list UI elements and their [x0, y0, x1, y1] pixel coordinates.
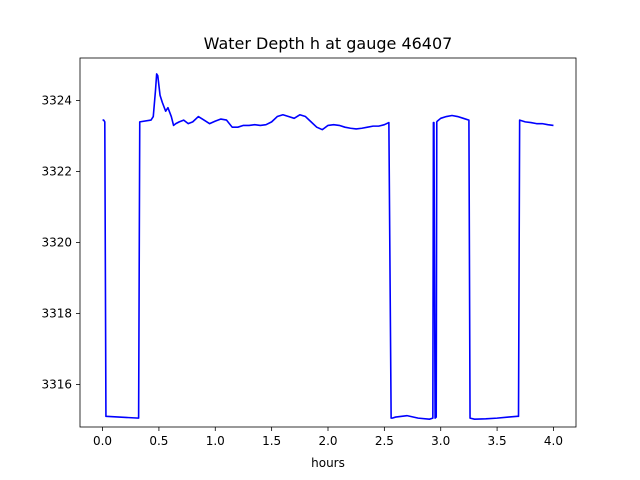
- x-axis-label: hours: [311, 456, 345, 470]
- x-tick-label: 3.0: [431, 434, 450, 448]
- y-tick-label: 3318: [41, 306, 72, 320]
- chart-title: Water Depth h at gauge 46407: [204, 34, 453, 53]
- plot-area: [80, 58, 576, 427]
- x-tick-label: 4.0: [544, 434, 563, 448]
- y-tick-label: 3316: [41, 377, 72, 391]
- x-tick-label: 0.0: [93, 434, 112, 448]
- y-axis-ticks: 3316 3318 3320 3322 3324: [41, 94, 80, 391]
- y-tick-label: 3324: [41, 94, 72, 108]
- y-tick-label: 3320: [41, 236, 72, 250]
- x-tick-label: 0.5: [149, 434, 168, 448]
- series-layer: [102, 73, 554, 420]
- x-tick-label: 1.0: [206, 434, 225, 448]
- series-line-0: [102, 73, 554, 420]
- x-tick-label: 2.0: [318, 434, 337, 448]
- x-tick-label: 3.5: [488, 434, 507, 448]
- x-tick-label: 1.5: [262, 434, 281, 448]
- y-tick-label: 3322: [41, 165, 72, 179]
- x-axis-ticks: 0.0 0.5 1.0 1.5 2.0 2.5 3.0 3.5 4.0: [93, 427, 563, 448]
- x-tick-label: 2.5: [375, 434, 394, 448]
